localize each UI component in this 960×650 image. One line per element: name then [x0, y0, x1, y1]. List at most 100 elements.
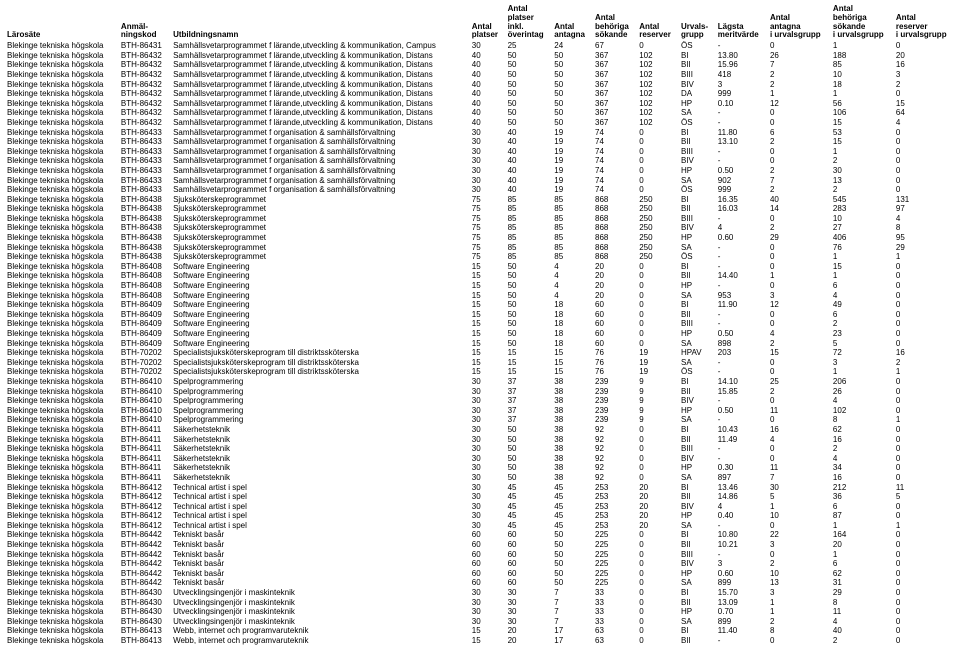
cell-platser: 30: [469, 41, 505, 51]
cell-reserver_urval: 16: [893, 60, 956, 70]
cell-platser_inkl: 20: [505, 626, 552, 636]
cell-reserver: 20: [636, 511, 678, 521]
cell-larosate: Blekinge tekniska högskola: [4, 502, 118, 512]
cell-platser: 30: [469, 607, 505, 617]
cell-reserver: 250: [636, 223, 678, 233]
table-row: Blekinge tekniska högskolaBTH-86432Samhä…: [4, 60, 956, 70]
cell-behoriga: 367: [592, 99, 636, 109]
cell-platser_inkl: 37: [505, 396, 552, 406]
cell-merit: -: [715, 319, 767, 329]
cell-antagna: 7: [551, 617, 592, 627]
cell-platser: 40: [469, 70, 505, 80]
cell-platser: 15: [469, 626, 505, 636]
cell-antagna: 19: [551, 166, 592, 176]
column-header-behoriga: Antalbehörigasökande: [592, 4, 636, 41]
cell-platser: 15: [469, 367, 505, 377]
table-row: Blekinge tekniska högskolaBTH-86411Säker…: [4, 435, 956, 445]
cell-kod: BTH-86410: [118, 377, 170, 387]
cell-antagna: 4: [551, 271, 592, 281]
cell-merit: -: [715, 214, 767, 224]
cell-kod: BTH-86412: [118, 483, 170, 493]
table-row: Blekinge tekniska högskolaBTH-86412Techn…: [4, 483, 956, 493]
cell-platser_inkl: 50: [505, 70, 552, 80]
cell-antagna_urval: 2: [767, 80, 830, 90]
cell-merit: 899: [715, 578, 767, 588]
cell-kod: BTH-86432: [118, 60, 170, 70]
cell-merit: 3: [715, 80, 767, 90]
cell-antagna_urval: 2: [767, 223, 830, 233]
cell-platser: 15: [469, 291, 505, 301]
cell-antagna: 38: [551, 406, 592, 416]
cell-kod: BTH-86409: [118, 329, 170, 339]
cell-antagna: 85: [551, 204, 592, 214]
cell-reserver: 0: [636, 607, 678, 617]
cell-platser_inkl: 30: [505, 598, 552, 608]
table-row: Blekinge tekniska högskolaBTH-86438Sjuks…: [4, 223, 956, 233]
cell-antagna_urval: 7: [767, 473, 830, 483]
cell-platser_inkl: 30: [505, 617, 552, 627]
cell-reserver: 0: [636, 319, 678, 329]
cell-reserver: 0: [636, 550, 678, 560]
cell-kod: BTH-86438: [118, 204, 170, 214]
cell-kod: BTH-86442: [118, 559, 170, 569]
cell-merit: 899: [715, 617, 767, 627]
cell-behoriga: 74: [592, 156, 636, 166]
cell-antagna_urval: 3: [767, 540, 830, 550]
cell-behoriga_urval: 10: [830, 214, 893, 224]
cell-utbild: Software Engineering: [170, 291, 469, 301]
cell-grupp: BIV: [678, 156, 715, 166]
data-table: LärosäteAnmäl-ningskodUtbildningsnamnAnt…: [4, 4, 956, 646]
cell-platser: 30: [469, 511, 505, 521]
cell-reserver_urval: 0: [893, 540, 956, 550]
cell-platser: 30: [469, 396, 505, 406]
cell-larosate: Blekinge tekniska högskola: [4, 588, 118, 598]
cell-larosate: Blekinge tekniska högskola: [4, 444, 118, 454]
cell-merit: 11.90: [715, 300, 767, 310]
cell-platser: 40: [469, 108, 505, 118]
cell-larosate: Blekinge tekniska högskola: [4, 176, 118, 186]
cell-reserver: 9: [636, 396, 678, 406]
cell-reserver: 0: [636, 300, 678, 310]
table-row: Blekinge tekniska högskolaBTH-86412Techn…: [4, 511, 956, 521]
cell-larosate: Blekinge tekniska högskola: [4, 329, 118, 339]
cell-platser: 15: [469, 329, 505, 339]
cell-behoriga: 92: [592, 425, 636, 435]
table-row: Blekinge tekniska högskolaBTH-86433Samhä…: [4, 156, 956, 166]
cell-platser_inkl: 45: [505, 492, 552, 502]
table-row: Blekinge tekniska högskolaBTH-86413Webb,…: [4, 636, 956, 646]
table-row: Blekinge tekniska högskolaBTH-86411Säker…: [4, 454, 956, 464]
cell-utbild: Samhällsvetarprogrammet f lärande,utveck…: [170, 108, 469, 118]
cell-behoriga: 74: [592, 185, 636, 195]
cell-platser_inkl: 45: [505, 502, 552, 512]
cell-reserver_urval: 0: [893, 396, 956, 406]
cell-platser: 15: [469, 300, 505, 310]
cell-antagna: 38: [551, 454, 592, 464]
cell-behoriga_urval: 283: [830, 204, 893, 214]
cell-reserver: 102: [636, 89, 678, 99]
cell-behoriga: 868: [592, 252, 636, 262]
cell-kod: BTH-86412: [118, 521, 170, 531]
cell-merit: 902: [715, 176, 767, 186]
cell-reserver_urval: 0: [893, 559, 956, 569]
cell-utbild: Samhällsvetarprogrammet f lärande,utveck…: [170, 80, 469, 90]
cell-antagna: 45: [551, 511, 592, 521]
cell-platser_inkl: 45: [505, 521, 552, 531]
cell-antagna: 19: [551, 147, 592, 157]
cell-reserver: 250: [636, 243, 678, 253]
cell-platser_inkl: 50: [505, 310, 552, 320]
cell-antagna: 18: [551, 319, 592, 329]
cell-utbild: Tekniskt basår: [170, 530, 469, 540]
cell-antagna_urval: 26: [767, 51, 830, 61]
cell-behoriga_urval: 1: [830, 147, 893, 157]
cell-larosate: Blekinge tekniska högskola: [4, 358, 118, 368]
cell-antagna: 15: [551, 348, 592, 358]
cell-antagna: 38: [551, 387, 592, 397]
cell-antagna: 50: [551, 80, 592, 90]
table-row: Blekinge tekniska högskolaBTH-86442Tekni…: [4, 550, 956, 560]
cell-larosate: Blekinge tekniska högskola: [4, 137, 118, 147]
cell-reserver_urval: 0: [893, 435, 956, 445]
cell-utbild: Sjuksköterskeprogrammet: [170, 243, 469, 253]
cell-grupp: BII: [678, 598, 715, 608]
column-header-reserver: Antalreserver: [636, 4, 678, 41]
cell-antagna_urval: 3: [767, 291, 830, 301]
